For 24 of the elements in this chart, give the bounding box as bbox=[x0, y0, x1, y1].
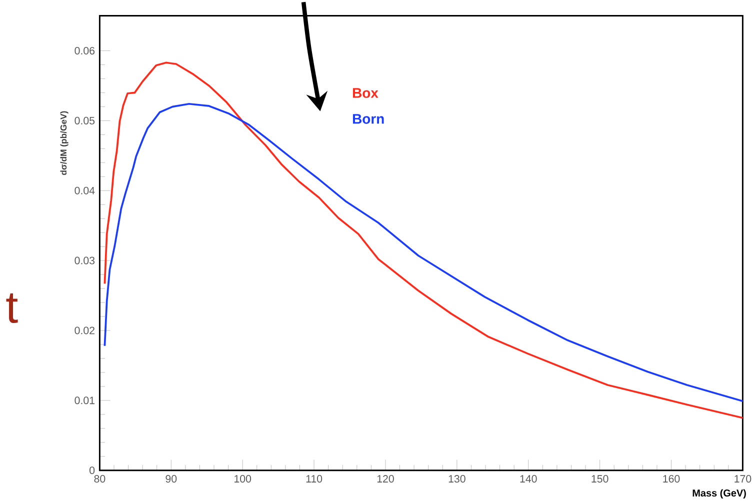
x-tick-label: 80 bbox=[94, 474, 106, 482]
x-tick-label: 130 bbox=[448, 474, 466, 482]
y-tick-label: 0.06 bbox=[74, 46, 95, 54]
x-axis-title: Mass (GeV) bbox=[692, 489, 746, 498]
y-tick-label: 0.05 bbox=[74, 116, 95, 124]
x-tick-label: 100 bbox=[234, 474, 252, 482]
y-tick-label: 0.01 bbox=[74, 396, 94, 404]
y-axis-title: dσ/dM (pb/GeV) bbox=[60, 111, 68, 175]
x-tick-label: 160 bbox=[663, 474, 680, 482]
line-series bbox=[104, 102, 744, 402]
text: t bbox=[6, 293, 18, 323]
line-series bbox=[104, 62, 744, 419]
x-tick-label: 150 bbox=[592, 474, 608, 482]
y-tick-label: 0 bbox=[90, 466, 95, 474]
x-tick-label: 90 bbox=[166, 474, 177, 482]
x-tick-label: 170 bbox=[734, 474, 752, 482]
y-tick-label: 0.02 bbox=[74, 326, 94, 334]
text: Born bbox=[353, 114, 384, 124]
x-tick-label: 120 bbox=[377, 474, 394, 482]
x-tick-label: 140 bbox=[520, 474, 537, 482]
x-tick-label: 110 bbox=[306, 474, 322, 482]
y-tick-label: 0.03 bbox=[74, 256, 95, 264]
y-tick-label: 0.04 bbox=[74, 186, 95, 194]
text: Box bbox=[353, 88, 378, 98]
